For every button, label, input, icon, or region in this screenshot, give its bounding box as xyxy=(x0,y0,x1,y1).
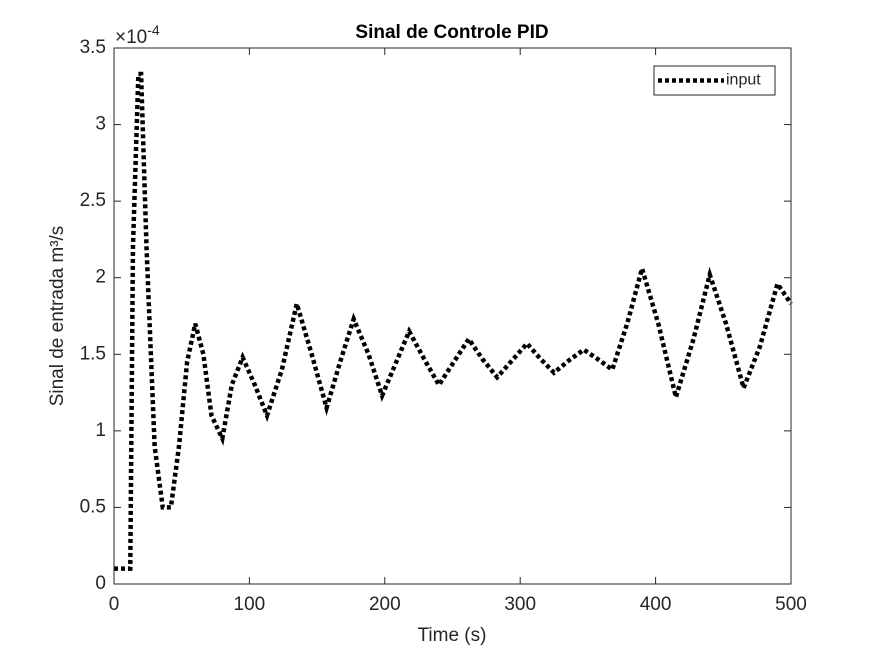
y-tick-label: 2 xyxy=(95,267,106,288)
x-tick-label: 200 xyxy=(369,594,401,615)
y-tick-label: 0.5 xyxy=(80,496,106,517)
y-axis-label: Sinal de entrada m³/s xyxy=(47,226,68,407)
y-tick-label: 1.5 xyxy=(80,343,106,364)
x-tick-label: 300 xyxy=(504,594,536,615)
y-tick-label: 3 xyxy=(95,114,106,135)
y-tick-label: 2.5 xyxy=(80,190,106,211)
x-axis-label: Time (s) xyxy=(418,625,487,646)
chart-title: Sinal de Controle PID xyxy=(355,22,548,43)
axes-box xyxy=(113,47,792,585)
y-multiplier: ×10-4 xyxy=(115,22,160,48)
y-tick-label: 0 xyxy=(95,573,106,594)
x-tick-label: 400 xyxy=(640,594,672,615)
plot-area xyxy=(114,48,791,584)
y-multiplier-base: ×10 xyxy=(115,27,147,48)
x-tick-label: 100 xyxy=(234,594,266,615)
data-line xyxy=(114,71,793,571)
y-tick-label: 1 xyxy=(95,420,106,441)
legend-label: input xyxy=(726,72,761,89)
y-multiplier-exponent: -4 xyxy=(147,22,160,38)
x-tick-label: 500 xyxy=(775,594,807,615)
x-tick-label: 0 xyxy=(109,594,120,615)
y-tick-label: 3.5 xyxy=(80,37,106,58)
